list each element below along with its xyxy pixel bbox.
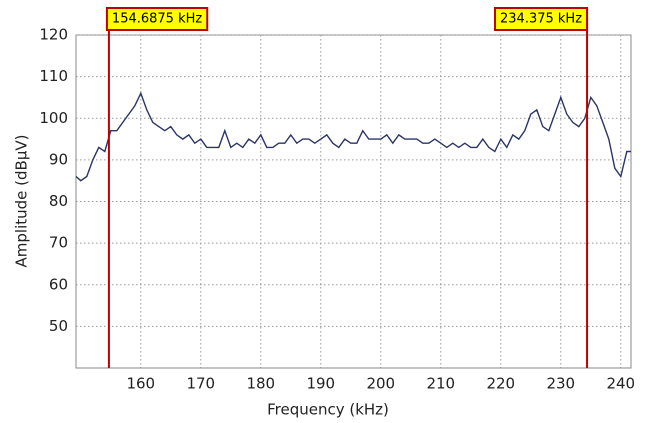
- x-tick-label: 230: [546, 375, 575, 393]
- y-tick-label: 70: [49, 234, 68, 252]
- marker-label: 154.6875 kHz: [112, 12, 202, 27]
- y-tick-label: 100: [39, 109, 68, 127]
- x-tick-label: 180: [246, 375, 275, 393]
- x-tick-label: 210: [426, 375, 455, 393]
- x-axis-label: Frequency (kHz): [267, 401, 389, 419]
- y-tick-label: 120: [39, 26, 68, 44]
- y-tick-label: 90: [49, 150, 68, 168]
- marker-label-box: [494, 7, 589, 31]
- marker-label: 234.375 kHz: [500, 12, 582, 27]
- line-series: [75, 91, 631, 182]
- y-axis-label: Amplitude (dBµV): [13, 135, 31, 268]
- x-tick-label: 220: [486, 375, 515, 393]
- y-tick-label: 80: [49, 192, 68, 210]
- y-tick-label: 110: [39, 67, 68, 85]
- y-tick-label: 50: [49, 317, 68, 335]
- x-tick-label: 190: [306, 375, 335, 393]
- x-tick-label: 200: [366, 375, 395, 393]
- marker-label-box: [105, 7, 209, 31]
- x-tick-label: 160: [126, 375, 155, 393]
- y-tick-label: 60: [49, 275, 68, 293]
- x-tick-label: 170: [186, 375, 215, 393]
- x-tick-label: 240: [606, 375, 635, 393]
